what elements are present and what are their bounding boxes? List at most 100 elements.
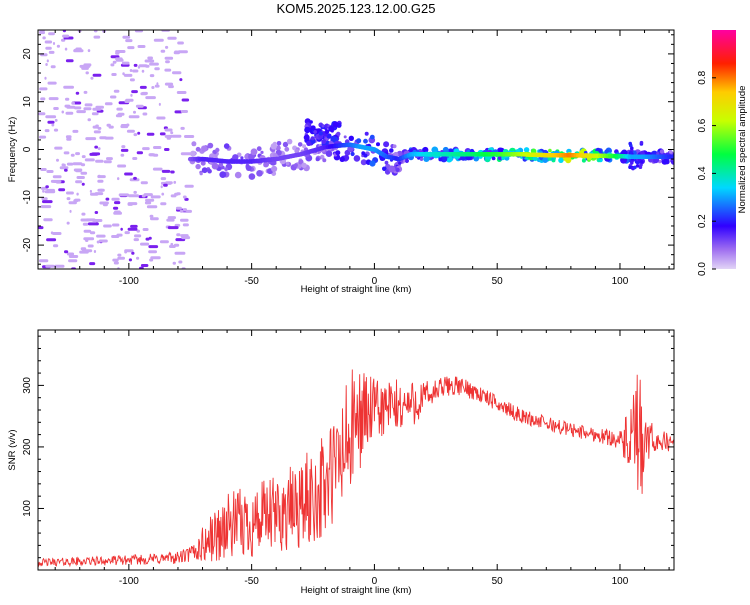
noise-blob <box>119 193 129 196</box>
noise-blob <box>60 166 69 169</box>
noise-blob <box>133 191 137 194</box>
noise-blob <box>65 98 69 101</box>
noise-blob <box>95 160 104 163</box>
noise-blob <box>51 65 56 68</box>
noise-blob <box>95 211 99 214</box>
noise-blob <box>83 237 94 240</box>
noise-blob <box>106 198 110 201</box>
noise-blob <box>58 188 65 191</box>
noise-blob <box>181 152 192 155</box>
spectral-point <box>302 144 306 148</box>
colorbar-tick-label: 0.8 <box>697 70 708 84</box>
spectral-point <box>405 159 409 163</box>
noise-blob <box>147 133 155 136</box>
noise-blob <box>49 97 59 100</box>
spectral-point <box>333 122 339 128</box>
noise-blob <box>64 151 70 154</box>
spectral-point <box>202 167 208 173</box>
noise-blob <box>42 36 45 39</box>
noise-blob <box>134 234 141 237</box>
spectral-point <box>286 162 290 166</box>
spectral-point <box>212 163 219 170</box>
spectral-point <box>356 138 361 143</box>
spectral-point <box>492 157 496 161</box>
spectral-point <box>365 132 369 136</box>
noise-blob <box>67 222 70 225</box>
noise-blob <box>150 215 154 218</box>
noise-blob <box>180 219 189 222</box>
noise-blob <box>83 63 91 66</box>
spectral-point <box>257 146 262 151</box>
noise-blob <box>113 207 118 210</box>
noise-blob <box>130 69 133 72</box>
spectral-point <box>224 167 228 171</box>
snr-marks <box>38 370 674 567</box>
noise-blob <box>54 147 62 150</box>
noise-blob <box>81 163 85 166</box>
spectral-point <box>328 126 334 132</box>
y-tick-label: 100 <box>22 500 33 517</box>
spectral-point <box>330 136 336 142</box>
spectral-point <box>311 136 315 140</box>
noise-blob <box>99 136 107 139</box>
y-tick-label: -20 <box>22 237 33 252</box>
noise-blob <box>167 37 176 40</box>
spectral-point <box>389 148 394 153</box>
noise-blob <box>115 52 119 55</box>
spectral-point <box>388 166 395 173</box>
noise-blob <box>137 151 143 154</box>
noise-blob <box>43 218 52 221</box>
spectral-point <box>235 172 242 179</box>
noise-blob <box>45 185 49 188</box>
noise-blob <box>125 39 132 42</box>
spectral-point <box>354 155 361 162</box>
noise-blob <box>54 129 58 132</box>
noise-blob <box>97 241 100 244</box>
noise-blob <box>176 207 182 210</box>
spectrogram-frame <box>38 30 674 269</box>
noise-blob <box>88 118 92 121</box>
spectral-point <box>393 144 397 148</box>
noise-blob <box>133 177 137 180</box>
noise-blob <box>64 169 68 172</box>
noise-blob <box>142 92 148 95</box>
noise-blob <box>141 181 148 184</box>
noise-blob <box>74 49 80 52</box>
spectral-point <box>361 151 365 155</box>
noise-blob <box>89 153 98 156</box>
spectral-point <box>398 162 401 165</box>
spectral-point <box>201 146 207 152</box>
noise-blob <box>81 172 88 175</box>
noise-blob <box>178 50 188 53</box>
noise-blob <box>74 169 83 172</box>
spectral-point <box>321 124 324 127</box>
noise-blob <box>88 245 94 248</box>
noise-blob <box>165 57 174 60</box>
noise-blob <box>62 163 65 166</box>
noise-blob <box>112 259 118 262</box>
noise-blob <box>156 117 165 120</box>
noise-blob <box>121 149 128 152</box>
spectral-point <box>190 151 196 157</box>
noise-blob <box>184 135 194 138</box>
spectral-point <box>629 151 633 155</box>
noise-blob <box>142 195 146 198</box>
noise-blob <box>76 110 86 113</box>
spectral-point <box>660 149 664 153</box>
noise-blob <box>163 184 168 187</box>
noise-blob <box>165 60 170 63</box>
noise-blob <box>185 185 194 188</box>
noise-blob <box>168 85 174 88</box>
x-tick-label: -100 <box>119 276 139 287</box>
noise-blob <box>161 185 163 188</box>
noise-blob <box>92 112 99 115</box>
noise-blob <box>149 259 153 262</box>
spectral-point <box>277 141 282 146</box>
noise-blob <box>76 193 78 196</box>
spectral-point <box>311 125 316 130</box>
noise-blob <box>44 77 46 80</box>
spectral-point <box>310 120 313 123</box>
noise-blob <box>124 100 129 103</box>
x-tick-label: 50 <box>492 576 504 587</box>
noise-blob <box>84 91 88 94</box>
